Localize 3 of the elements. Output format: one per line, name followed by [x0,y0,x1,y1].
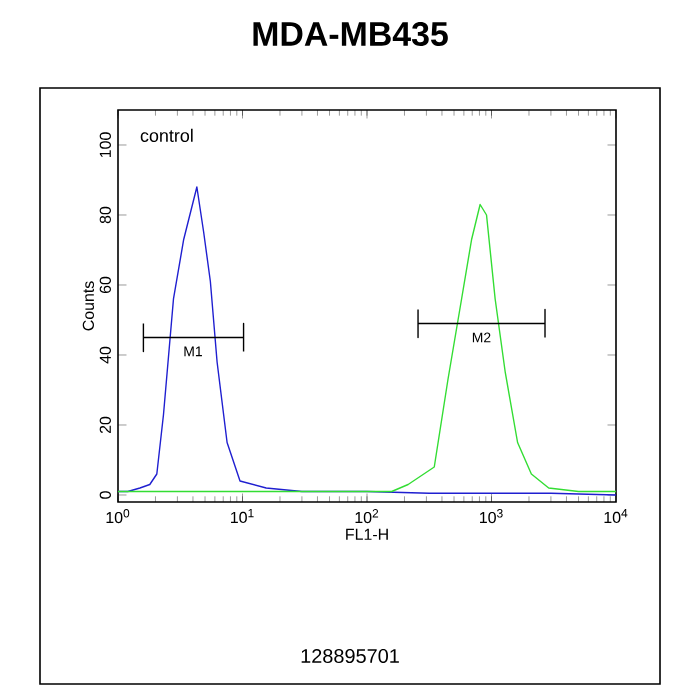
chart-title: MDA-MB435 [253,21,448,46]
annotation: control [140,128,193,142]
text: 128895701 [301,648,399,664]
